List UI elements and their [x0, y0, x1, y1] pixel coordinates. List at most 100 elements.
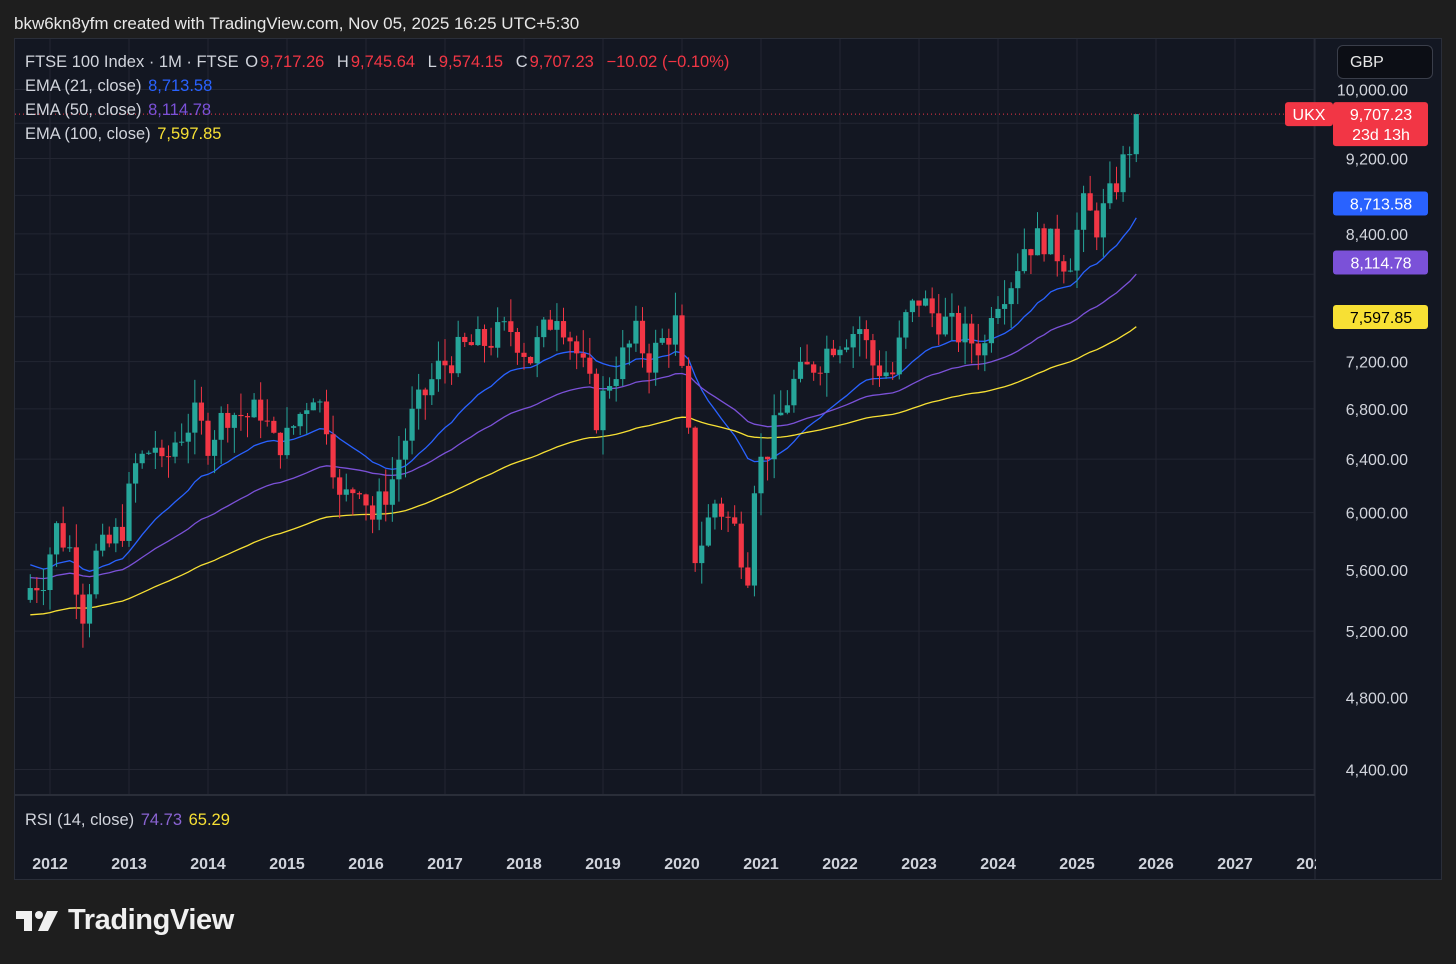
candle-body [995, 308, 1001, 319]
candle-body [1087, 193, 1093, 211]
candle-body [949, 312, 955, 317]
candle-body [1107, 183, 1113, 204]
candle-body [1127, 154, 1133, 156]
change-value: −10.02 (−0.10%) [606, 53, 730, 71]
candle-body [541, 319, 547, 338]
candle-body [870, 340, 876, 366]
candle [567, 331, 573, 360]
candle-body [86, 594, 93, 624]
candle [824, 335, 830, 397]
candle-body [53, 523, 60, 555]
candle [455, 320, 461, 378]
candle-body [310, 402, 316, 411]
ema21-legend[interactable]: EMA (21, close) 8,713.58 [25, 77, 214, 96]
candle-body [811, 364, 817, 373]
candle [672, 292, 679, 356]
rsi-legend[interactable]: RSI (14, close) 74.73 65.29 [25, 811, 232, 830]
candle [1100, 188, 1106, 257]
candle-body [514, 332, 521, 353]
chart-canvas[interactable]: 4,400.00 4,800.00 5,200.00 5,600.00 6,000.00… [15, 39, 1441, 879]
candle [409, 386, 415, 455]
candle-body [712, 503, 718, 518]
candle [863, 320, 869, 359]
candle [745, 552, 751, 589]
candle [600, 376, 606, 455]
candle-body [132, 463, 139, 484]
candles-layer [27, 114, 1139, 648]
ema50-line [30, 273, 1137, 580]
brand-logo[interactable]: TradingView [16, 904, 234, 937]
candle-body [521, 352, 527, 357]
symbol-title[interactable]: FTSE 100 Index · 1M · FTSE [25, 53, 239, 71]
candle [653, 329, 659, 386]
candle-body [448, 365, 455, 374]
low-value: 9,574.15 [438, 53, 504, 71]
candle-body [1113, 183, 1120, 193]
candle [1113, 166, 1120, 200]
y-tick-label: 5,200.00 [1346, 624, 1408, 641]
candle [764, 456, 771, 481]
currency-button[interactable]: GBP [1337, 45, 1433, 79]
candle [804, 344, 810, 365]
candle [580, 330, 586, 368]
candle-body [455, 336, 461, 374]
candle-body [560, 321, 567, 338]
candle-body [481, 329, 488, 346]
candle [53, 521, 60, 567]
candle [442, 339, 448, 384]
candle [310, 398, 316, 411]
ema100-legend[interactable]: EMA (100, close) 7,597.85 [25, 125, 223, 144]
candle-body [903, 312, 909, 338]
candle [225, 404, 231, 443]
candle-body [896, 337, 902, 375]
x-tick-label: 2012 [32, 856, 68, 873]
candle [896, 320, 902, 380]
candle [732, 505, 738, 526]
candle-body [198, 402, 205, 421]
candle [659, 328, 665, 345]
candle-body [843, 347, 850, 350]
candle-body [416, 389, 422, 409]
candle-body [850, 334, 856, 348]
candle [1028, 248, 1034, 275]
ema50-legend[interactable]: EMA (50, close) 8,114.78 [25, 101, 213, 120]
candle [903, 309, 909, 349]
candle-body [27, 588, 33, 600]
candle [666, 328, 672, 368]
candle [738, 511, 744, 579]
ema100-badge [1333, 305, 1428, 330]
candle-body [969, 323, 975, 344]
x-tick-label: 2014 [190, 856, 226, 873]
candle [876, 350, 883, 387]
candle [639, 307, 646, 368]
candle-body [277, 432, 284, 456]
candle-body [857, 329, 863, 335]
countdown-badge-text: 23d 13h [1352, 127, 1410, 144]
candle [67, 535, 73, 552]
x-tick-label: 2022 [822, 856, 858, 873]
candle [679, 304, 685, 369]
candle [205, 412, 211, 465]
candle [712, 499, 718, 530]
candle-body [778, 412, 784, 416]
candle [304, 402, 310, 434]
candle [778, 390, 784, 416]
symbol-legend[interactable]: FTSE 100 Index · 1M · FTSE O 9,717.26 H 9,… [25, 53, 731, 72]
candle-body [1074, 229, 1080, 271]
candle-body [73, 547, 79, 595]
y-tick-label: 6,000.00 [1346, 506, 1408, 523]
candle-body [620, 347, 626, 380]
ema100-line [30, 326, 1137, 616]
chart-frame[interactable]: 4,400.00 4,800.00 5,200.00 5,600.00 6,000.00… [14, 38, 1442, 880]
candle [850, 326, 856, 368]
candle-body [475, 329, 481, 346]
y-tick-label: 8,400.00 [1346, 227, 1408, 244]
candle [685, 357, 692, 434]
candle [495, 307, 501, 358]
candle [883, 351, 889, 379]
candle-body [764, 456, 771, 460]
candle [541, 316, 547, 348]
candle [949, 293, 955, 341]
candle-body [955, 312, 962, 343]
candle-body [830, 348, 837, 356]
